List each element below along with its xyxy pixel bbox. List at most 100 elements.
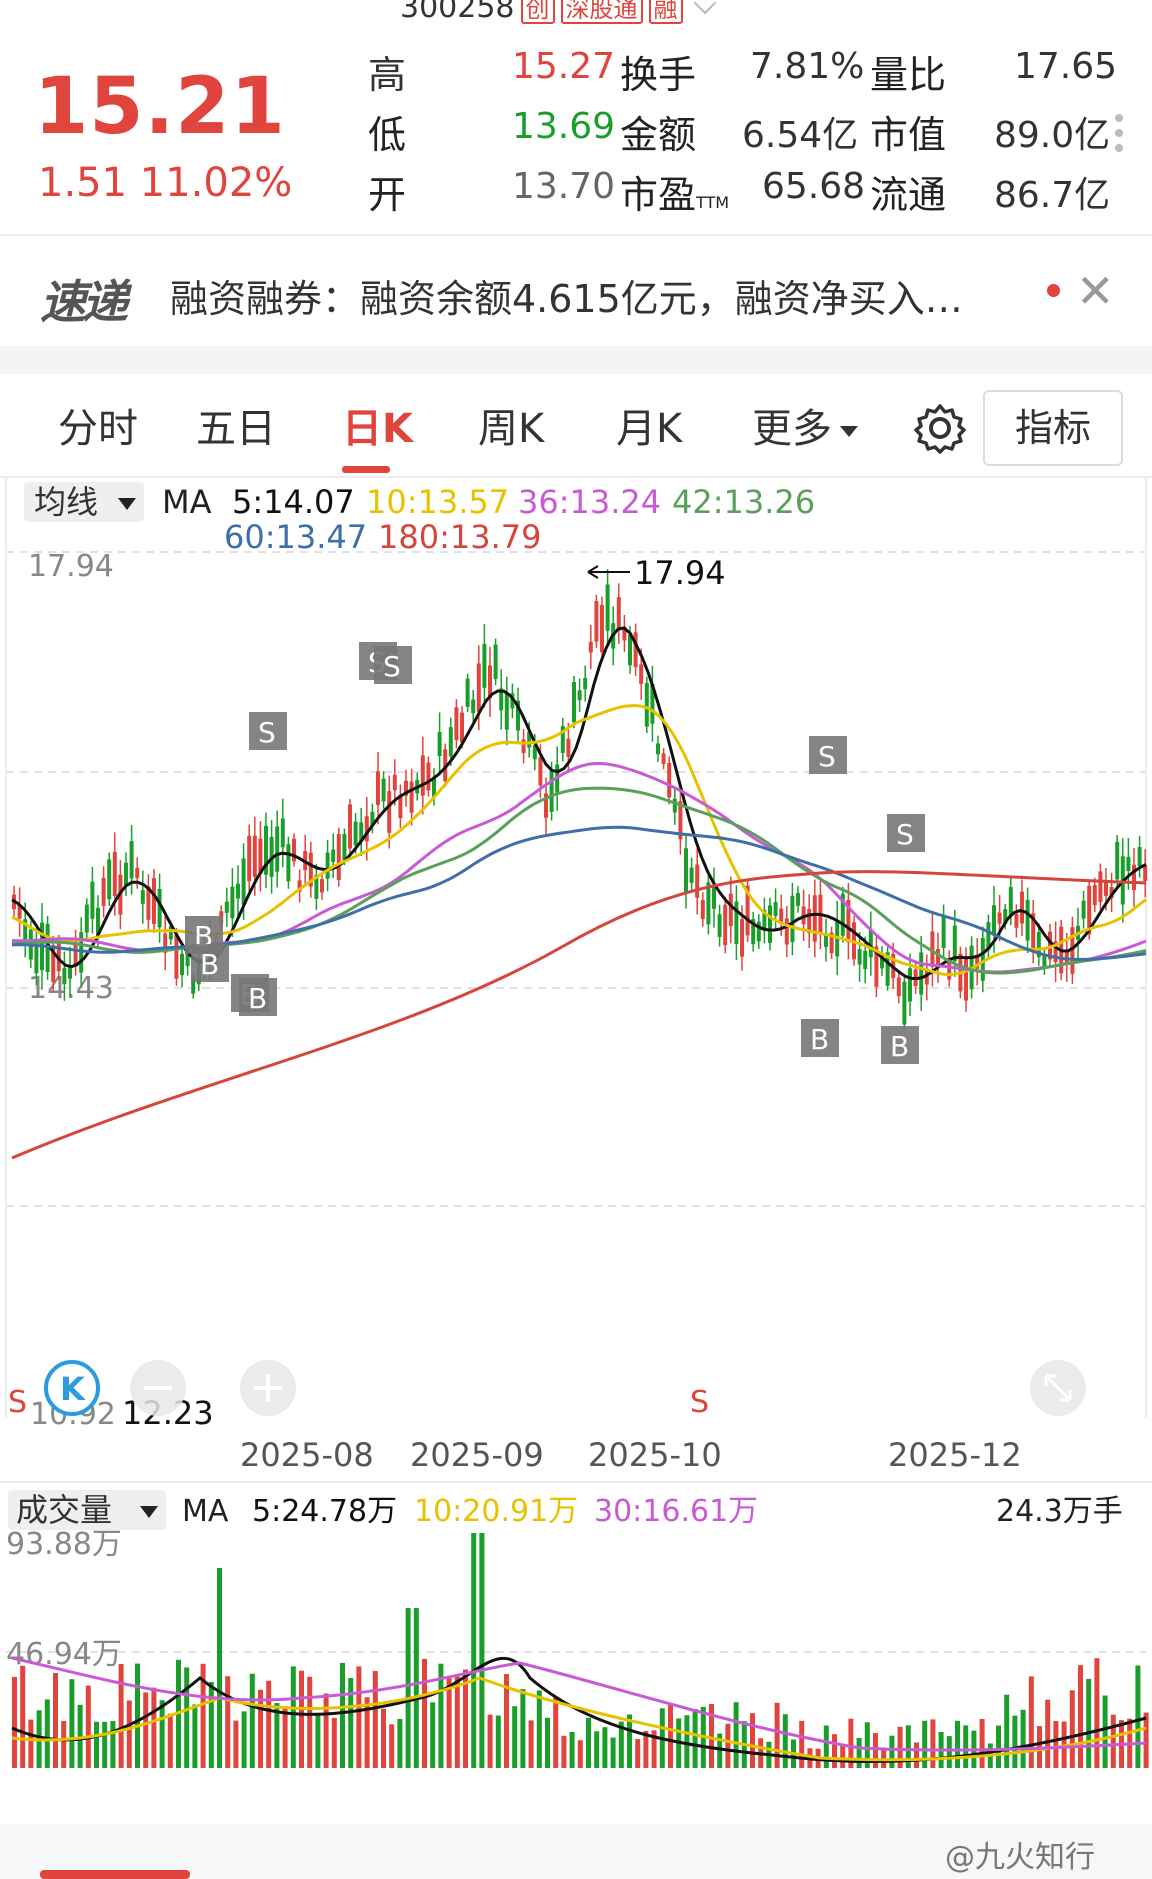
volume-bar <box>28 1719 34 1768</box>
candle-body <box>896 977 901 997</box>
ma42-value: 42:13.26 <box>672 483 815 521</box>
news-text[interactable]: 融资融券：融资余额4.615亿元，融资净买入… <box>170 277 963 321</box>
close-icon[interactable]: ✕ <box>1076 264 1115 318</box>
candle-body <box>359 822 364 842</box>
volume-ma5: 5:24.78万 <box>252 1494 397 1529</box>
buy-marker: B <box>801 1019 839 1057</box>
candle-body <box>342 834 347 860</box>
news-ticker[interactable]: 速递 融资融券：融资余额4.615亿元，融资净买入… <box>0 236 1152 346</box>
volume-bar <box>266 1680 272 1768</box>
candle-body <box>1070 927 1075 974</box>
candle-body <box>398 794 403 818</box>
volume-bar <box>569 1732 575 1768</box>
candle-body <box>863 950 868 969</box>
turnover-value: 7.81% <box>750 46 865 87</box>
buy-marker: B <box>239 978 277 1016</box>
candle-body <box>1115 841 1120 880</box>
candle-body <box>460 712 464 743</box>
k-logo-icon[interactable] <box>44 1360 100 1416</box>
candle-body <box>678 801 683 840</box>
kline-chart[interactable]: 均线 MA 5:14.07 10:13.57 36:13.24 42:13.26… <box>0 478 1152 1824</box>
candle-body <box>639 664 644 684</box>
ma-legend-button[interactable] <box>24 482 144 522</box>
candle-body <box>544 793 548 818</box>
volume-bar <box>1102 1695 1108 1768</box>
candle-body <box>224 901 229 913</box>
volume-bar <box>782 1714 788 1768</box>
ma180-line <box>11 870 1147 1160</box>
candle-body <box>90 881 95 919</box>
volume-bar <box>750 1713 755 1768</box>
candle-body <box>230 886 235 919</box>
candle-body <box>773 902 778 916</box>
candle-body <box>751 919 756 945</box>
current-price: 15.21 <box>34 62 286 152</box>
volume-bar <box>118 1664 124 1768</box>
volume-legend-button[interactable] <box>8 1490 166 1530</box>
volume-bar <box>725 1723 731 1768</box>
candle-body <box>1014 914 1019 928</box>
buy-marker: B <box>191 944 229 982</box>
gear-icon[interactable] <box>914 402 966 454</box>
candle-body <box>432 776 436 797</box>
volume-bar <box>528 1720 534 1768</box>
candle-body <box>941 914 946 948</box>
candle-body <box>1036 932 1041 957</box>
candle-body <box>1081 900 1086 919</box>
volume-bar <box>12 1676 17 1768</box>
candle-body <box>510 693 515 709</box>
volume-bar <box>586 1717 591 1768</box>
volume-bar <box>1086 1678 1092 1768</box>
volume-bar <box>495 1715 501 1768</box>
tab-weekly-k[interactable]: 周K <box>478 406 545 452</box>
volume-bar <box>692 1709 698 1768</box>
candle-body <box>572 682 576 723</box>
volume-bar <box>307 1676 313 1768</box>
candle-body <box>381 778 386 802</box>
amount-label: 金额 <box>620 113 697 157</box>
indicator-button[interactable]: 指标 <box>983 390 1123 466</box>
volume-bar <box>823 1725 829 1768</box>
candle-body <box>163 933 168 953</box>
volume-bar <box>1094 1658 1100 1768</box>
volume-bar <box>996 1725 1001 1768</box>
change-percent: 11.02% <box>139 160 293 206</box>
candle-body <box>280 818 285 848</box>
bottom-indicator <box>40 1870 190 1879</box>
volume-bar <box>331 1717 337 1768</box>
candle-body <box>364 816 369 842</box>
volume-bar <box>372 1671 378 1768</box>
candle-body <box>857 949 862 965</box>
chevron-down-icon[interactable] <box>693 0 716 14</box>
more-vertical-icon[interactable] <box>1115 114 1123 159</box>
candle-body <box>661 753 666 764</box>
tab-five-day[interactable]: 五日 <box>196 406 276 452</box>
candle-body <box>51 945 56 982</box>
candle-body <box>717 914 722 937</box>
sell-marker: S <box>249 712 287 750</box>
candle-body <box>454 707 459 741</box>
candle-body <box>499 688 504 711</box>
volume-bar <box>413 1608 419 1768</box>
candle-body <box>1126 856 1131 871</box>
candle-body <box>588 641 593 653</box>
volume-bar <box>889 1735 895 1768</box>
tab-monthly-k[interactable]: 月K <box>616 406 683 452</box>
tab-more[interactable]: 更多 <box>752 396 858 454</box>
volume-ma10: 10:20.91万 <box>414 1494 578 1529</box>
tab-daily-k[interactable]: 日K <box>342 406 413 452</box>
ma60-value: 60:13.47 <box>224 518 367 556</box>
candle-body <box>1087 885 1092 935</box>
volume-bar <box>504 1674 509 1768</box>
candle-body <box>258 838 263 874</box>
trade-markers: SSSSSBBBBBB <box>185 642 925 1064</box>
candle-body <box>1132 864 1136 891</box>
stock-code-line[interactable]: 300258 创深股通融 <box>400 0 716 25</box>
vol-ratio-value: 17.65 <box>1014 46 1118 87</box>
volume-bar <box>430 1702 436 1768</box>
tab-intraday[interactable]: 分时 <box>58 406 138 452</box>
candle-body <box>1003 909 1008 925</box>
candle-body <box>275 826 280 872</box>
candle-body <box>706 882 711 925</box>
ma36-line <box>11 761 1147 974</box>
